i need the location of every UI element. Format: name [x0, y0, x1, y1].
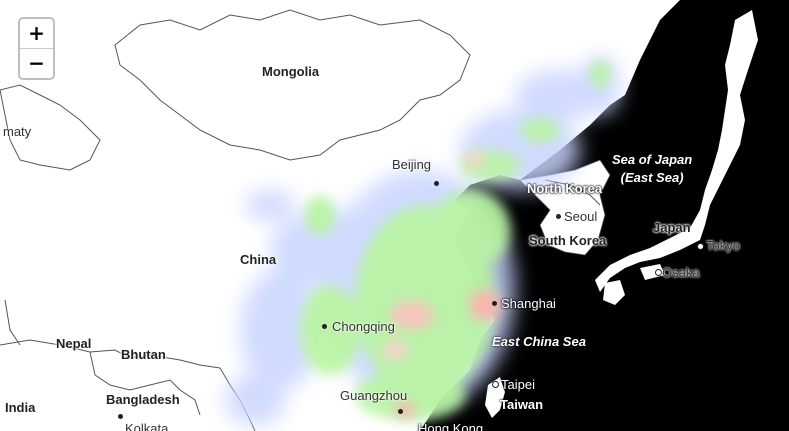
city-dot-guangzhou	[398, 409, 403, 414]
city-dot-osaka	[656, 270, 661, 275]
city-label-kolkata: Kolkata	[125, 421, 169, 431]
city-label-guangzhou: Guangzhou	[340, 388, 408, 403]
heat-blob	[305, 195, 335, 235]
kyushu-land	[603, 280, 625, 305]
heat-blob	[240, 270, 320, 390]
city-label-tokyo: Tokyo	[706, 238, 740, 253]
city-dot-beijing	[434, 181, 439, 186]
country-label-south-korea: South Korea	[529, 233, 607, 248]
sea-label-east-china-sea: East China Sea	[492, 334, 586, 349]
east-sea-name: (East Sea)	[620, 169, 684, 185]
country-label-india: India	[5, 400, 36, 415]
city-dot-chongqing	[322, 324, 327, 329]
sea-label-sea-of-japan: Sea of Japan (East Sea)	[612, 151, 692, 186]
country-label-taiwan: Taiwan	[500, 397, 544, 412]
city-dot-tokyo	[698, 244, 703, 249]
taiwan-land	[485, 377, 505, 418]
zoom-control: + −	[18, 17, 55, 80]
heat-blob	[300, 285, 360, 375]
country-label-bhutan: Bhutan	[121, 347, 166, 362]
heat-blob	[430, 190, 510, 270]
japan-land	[595, 10, 758, 292]
city-label-seoul: Seoul	[564, 209, 598, 224]
heat-blob	[395, 402, 415, 418]
heat-blob	[390, 301, 434, 329]
city-dot-kolkata	[118, 414, 123, 419]
city-label-beijing: Beijing	[392, 157, 432, 172]
city-dot-taipei	[493, 382, 498, 387]
heat-blob	[469, 289, 501, 321]
heat-blob	[355, 370, 465, 420]
sea-of-japan-name: Sea of Japan	[612, 152, 693, 167]
heat-blob	[590, 61, 610, 89]
country-label-nepal: Nepal	[56, 336, 92, 351]
heat-blob	[383, 340, 407, 360]
city-label-chongqing: Chongqing	[332, 319, 395, 334]
city-dot-seoul	[556, 214, 561, 219]
shikoku-land	[640, 264, 665, 280]
city-dot-shanghai	[492, 301, 497, 306]
city-label-hong-kong: Hong Kong	[418, 421, 484, 431]
country-label-china: China	[240, 252, 277, 267]
heat-blob	[465, 152, 485, 168]
city-label-almaty: maty	[3, 124, 32, 139]
heat-blob	[245, 190, 295, 220]
heat-blob	[520, 118, 560, 142]
city-label-shanghai: Shanghai	[501, 296, 556, 311]
country-label-bangladesh: Bangladesh	[106, 392, 180, 407]
country-label-north-korea: North Korea	[527, 181, 603, 196]
heat-blob	[225, 375, 285, 425]
heatmap-layer-high	[383, 152, 501, 418]
borders	[0, 9, 601, 431]
city-label-taipei: Taipei	[501, 377, 535, 392]
city-label-osaka: Osaka	[662, 265, 700, 280]
country-label-mongolia: Mongolia	[262, 64, 320, 79]
zoom-out-button[interactable]: −	[20, 49, 53, 78]
country-label-japan: Japan	[653, 220, 691, 235]
zoom-in-button[interactable]: +	[20, 19, 53, 49]
